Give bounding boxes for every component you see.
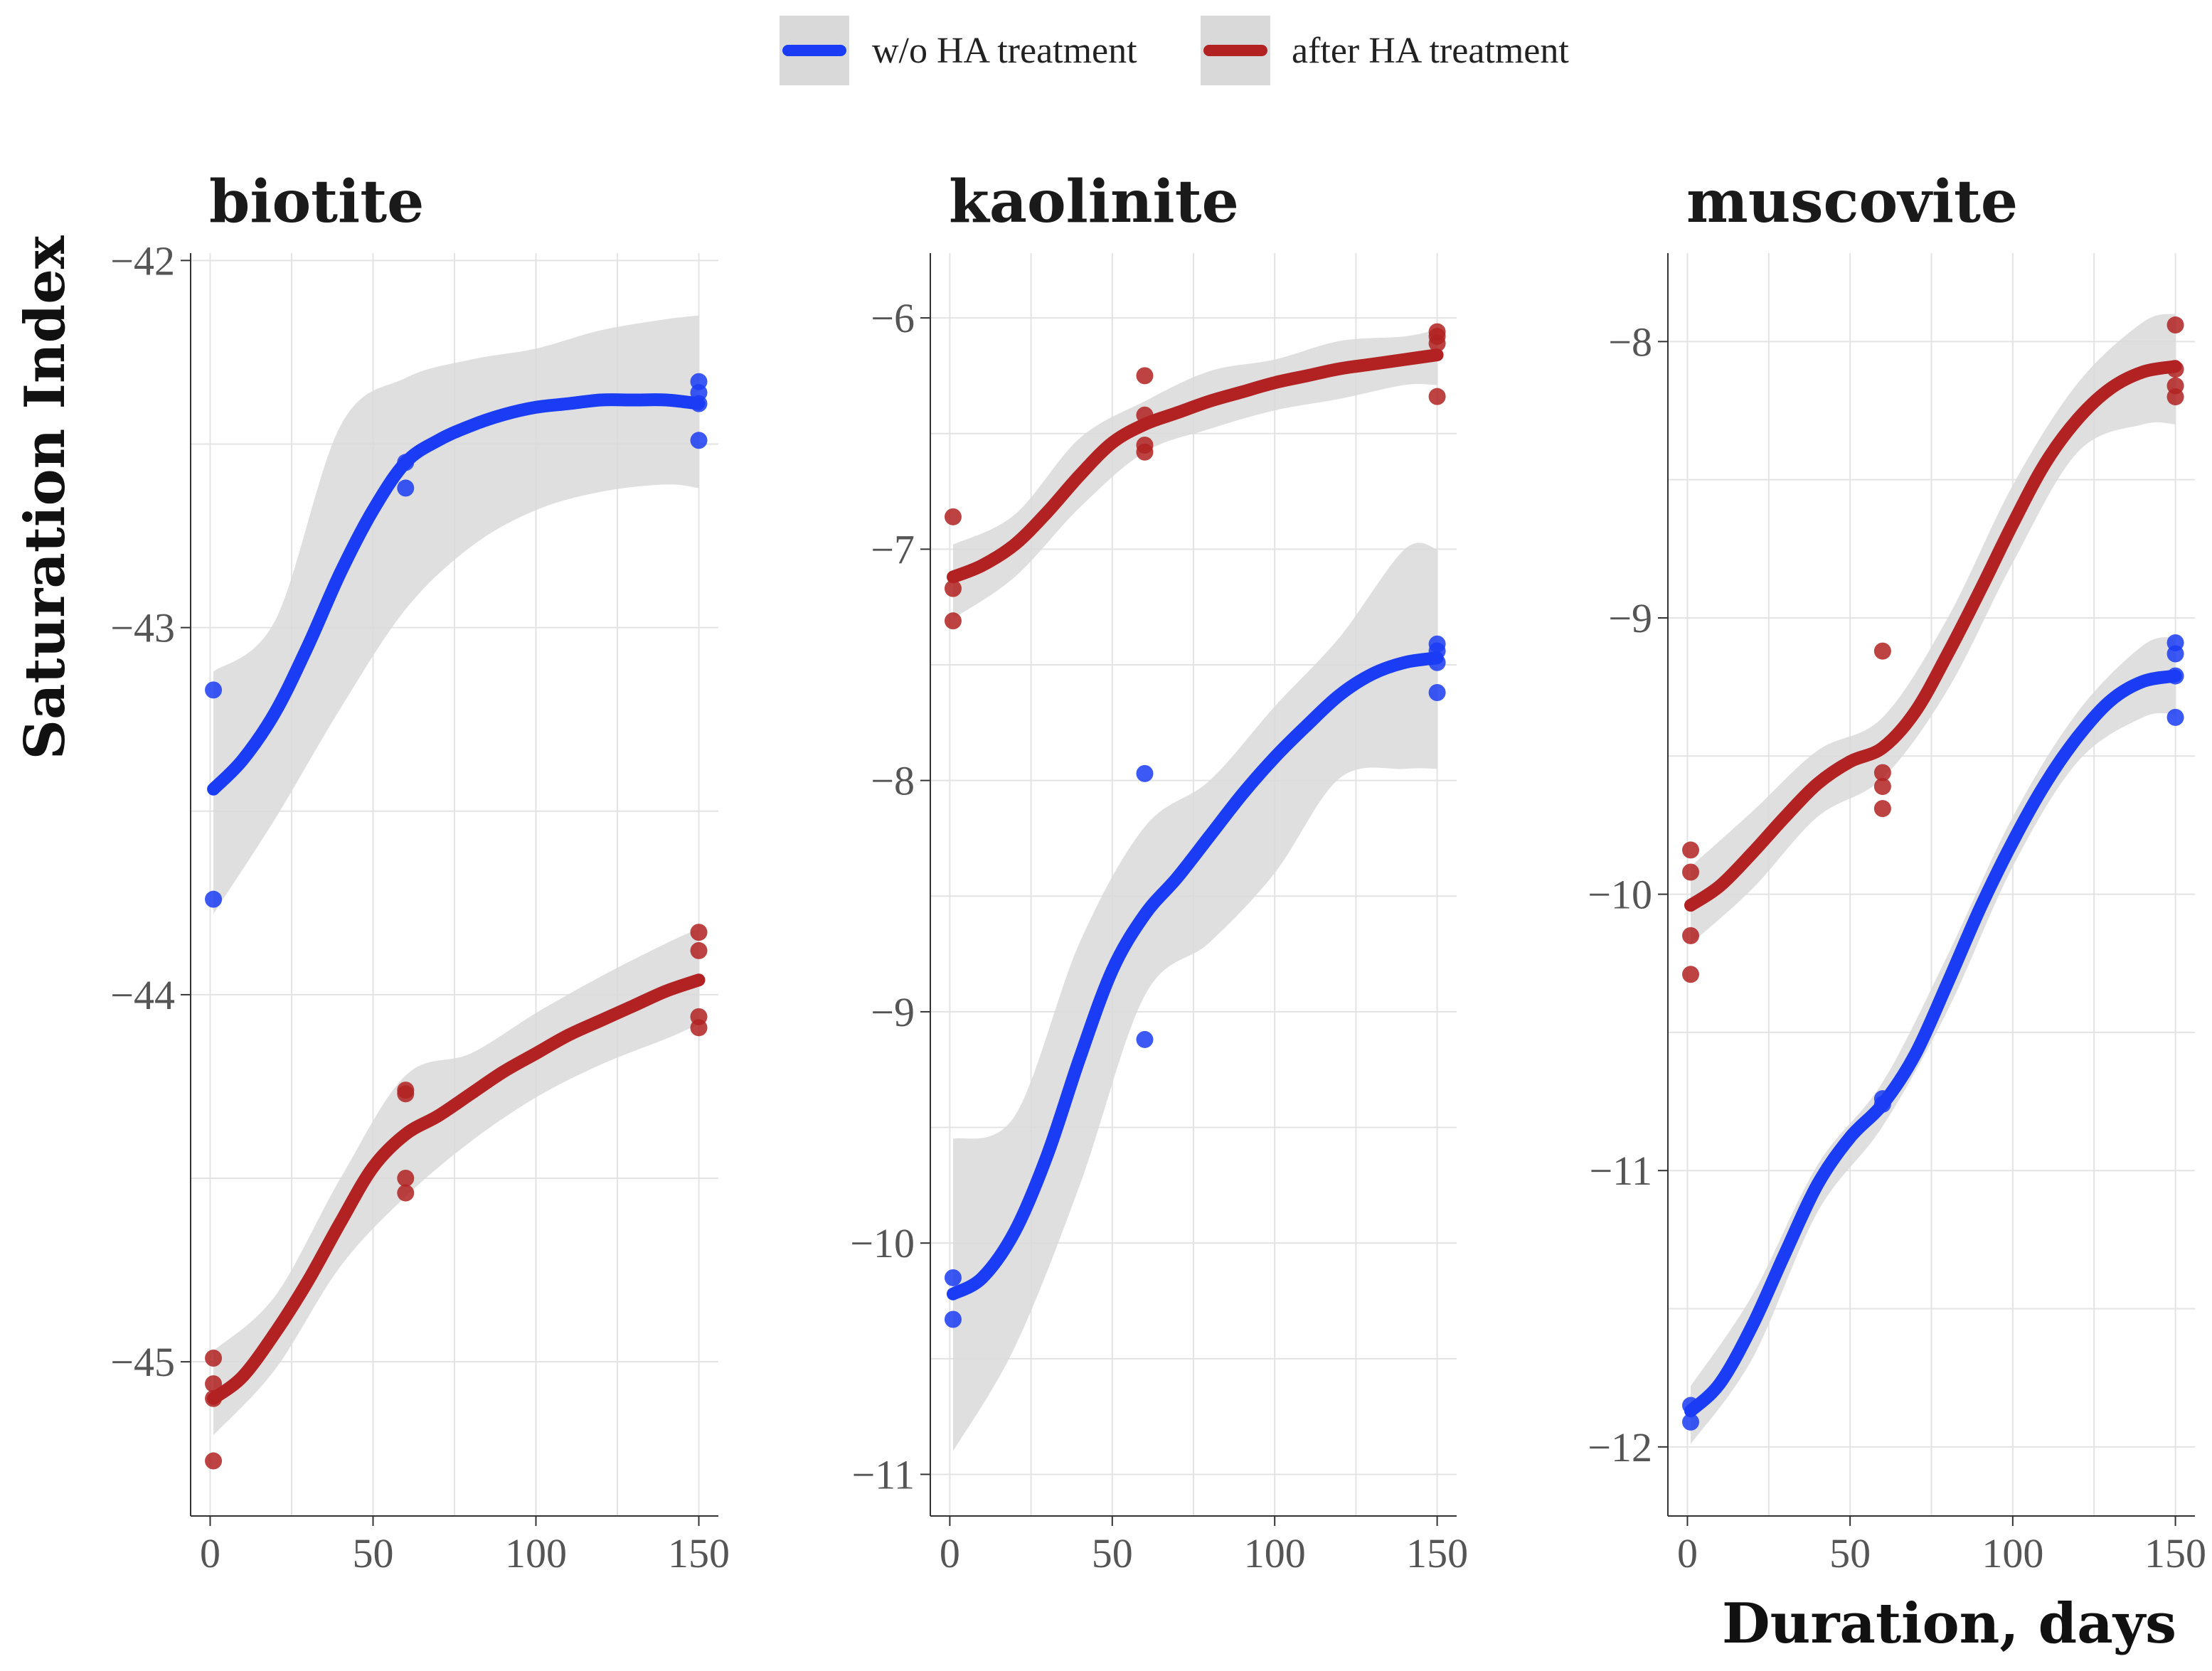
data-point [690,432,708,449]
y-tick-label: −8 [871,758,915,804]
data-point [690,924,708,941]
x-tick-label: 0 [200,1530,220,1576]
data-point [944,612,962,630]
x-tick-label: 150 [668,1530,730,1576]
data-point [1136,764,1154,782]
panel-title: muscovite [1686,168,2018,236]
fit-line [207,393,706,796]
data-point [1428,684,1446,702]
data-point [690,941,708,959]
plot-area [944,323,1446,1451]
series-after-ha [205,924,708,1470]
y-tick-label: −6 [871,295,915,341]
data-point [397,479,415,497]
data-point [397,1184,415,1202]
data-point [1682,1413,1700,1431]
x-tick-label: 50 [1092,1530,1133,1576]
data-point [1873,778,1891,796]
data-point [2166,388,2184,406]
data-point [397,1085,415,1103]
panel-title: kaolinite [949,168,1239,236]
confidence-band [213,315,699,914]
x-tick-label: 50 [352,1530,393,1576]
data-point [1873,800,1891,818]
data-point [944,508,962,525]
y-axis-title: Saturation Index [13,235,78,759]
y-tick-label: −42 [110,237,175,284]
x-tick-label: 100 [1244,1530,1306,1576]
y-tick-label: −9 [871,989,915,1035]
data-point [2166,316,2184,334]
data-point [2166,708,2184,726]
y-tick-label: −11 [1589,1148,1652,1194]
panel-kaolinite: −6 −7 −8 −9 −10 −11 0 50 100 150 kaolinite [850,168,1468,1576]
series-after-ha [1682,314,2184,983]
panel-biotite: −42 −43 −44 −45 0 50 100 150 biotite [110,168,730,1576]
data-point [205,1452,223,1470]
data-point [944,1269,962,1286]
y-tick-label: −43 [110,605,175,651]
legend-label: after HA treatment [1292,31,1569,71]
confidence-band [213,929,699,1436]
fit-line [1684,360,2182,912]
fit-line [1684,669,2182,1418]
data-point [2166,645,2184,663]
series-wo-ha [1682,634,2184,1444]
data-point [397,1170,415,1187]
panel-title: biotite [209,168,424,236]
data-point [1682,863,1700,881]
series-wo-ha [205,315,708,914]
panels: −42−43−44−450 50 100 150biotite−6−7−8−9−10−… [110,168,2206,1576]
data-point [1873,764,1891,781]
y-tick-label: −8 [1608,319,1652,365]
fit-line [207,973,706,1405]
y-tick-label: −10 [850,1220,915,1266]
data-point [205,681,223,699]
plot-area [205,315,708,1470]
series-after-ha [944,323,1446,630]
x-tick-label: 50 [1829,1530,1871,1576]
panel-muscovite: −8 −9 −10 −11 −12 0 50 100 150 muscovite [1588,168,2206,1576]
legend-label: w/o HA treatment [872,31,1137,71]
x-tick-label: 150 [2144,1530,2206,1576]
fit-line [947,651,1444,1301]
series-wo-ha [944,543,1446,1451]
data-point [690,1019,708,1037]
data-point [1873,642,1891,660]
plot-area [1682,314,2184,1444]
legend: w/o HA treatment after HA treatment [780,16,1569,85]
data-point [1136,367,1154,385]
data-point [1428,388,1446,405]
data-point [1682,927,1700,944]
fit-line [947,348,1444,584]
x-axis-title: Duration, days [1722,1591,2176,1656]
x-tick-label: 100 [505,1530,567,1576]
y-tick-label: −45 [110,1339,175,1385]
y-tick-label: −7 [871,526,915,572]
y-tick-label: −10 [1588,872,1652,918]
data-point [1682,841,1700,859]
x-tick-label: 0 [940,1530,960,1576]
y-tick-label: −44 [110,972,175,1018]
data-point [1136,443,1154,461]
data-point [1428,334,1446,352]
confidence-band [953,329,1437,619]
y-tick-label: −9 [1608,595,1652,641]
x-tick-label: 150 [1406,1530,1468,1576]
y-tick-label: −11 [851,1451,915,1498]
y-tick-label: −12 [1588,1424,1652,1470]
confidence-band [1691,637,2176,1444]
data-point [205,1350,223,1367]
x-tick-label: 0 [1677,1530,1698,1576]
data-point [1136,1030,1154,1048]
data-point [1682,966,1700,983]
x-tick-label: 100 [1982,1530,2043,1576]
data-point [944,1310,962,1328]
data-point [205,890,223,908]
confidence-band [953,543,1437,1451]
data-point [944,580,962,597]
